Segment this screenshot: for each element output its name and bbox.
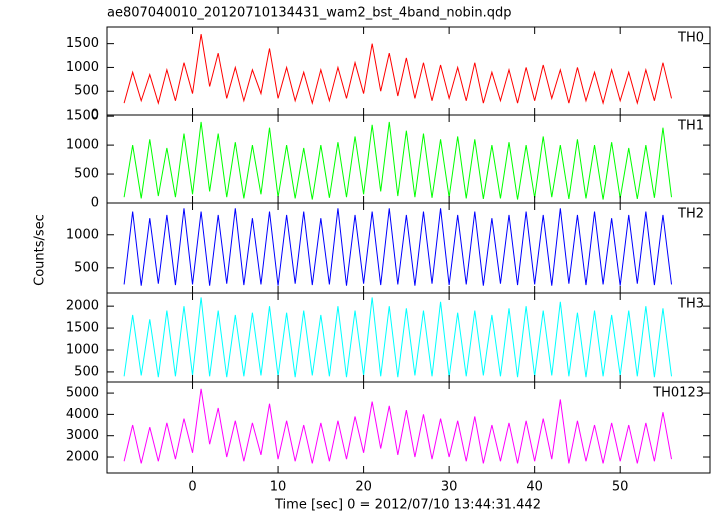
y-tick-label: 0 xyxy=(91,108,99,123)
data-line xyxy=(123,34,672,106)
y-tick-label: 500 xyxy=(74,167,99,182)
y-tick-label: 1000 xyxy=(66,138,99,153)
y-tick-label: 1500 xyxy=(66,36,99,51)
panel-label: TH0123 xyxy=(652,386,704,401)
y-tick-label: 5000 xyxy=(66,386,99,401)
panel-frame xyxy=(106,381,711,474)
y-tick-label: 0 xyxy=(91,196,99,211)
x-tick-label: 30 xyxy=(441,480,458,495)
y-axis-label: Counts/sec xyxy=(33,214,48,286)
data-line xyxy=(123,208,673,286)
y-tick-label: 500 xyxy=(74,364,99,379)
panel-label: TH0 xyxy=(677,31,704,46)
data-line xyxy=(123,388,673,464)
data-line xyxy=(123,121,673,200)
y-tick-label: 1500 xyxy=(66,321,99,336)
y-tick-label: 4000 xyxy=(66,407,99,422)
panel-label: TH3 xyxy=(677,297,704,312)
x-tick-label: 0 xyxy=(188,480,196,495)
panel-label: TH2 xyxy=(677,207,704,222)
x-axis-label: Time [sec] 0 = 2012/07/10 13:44:31.442 xyxy=(274,498,541,513)
y-tick-label: 2000 xyxy=(66,299,99,314)
panel-frame xyxy=(106,26,711,116)
data-line xyxy=(123,297,673,378)
y-tick-label: 1500 xyxy=(66,109,99,124)
y-tick-label: 1000 xyxy=(66,342,99,357)
x-tick-label: 50 xyxy=(612,480,629,495)
panel-label: TH1 xyxy=(677,119,704,134)
panel-frame xyxy=(106,114,711,204)
x-tick-label: 10 xyxy=(270,480,287,495)
y-tick-label: 1000 xyxy=(66,227,99,242)
y-tick-label: 500 xyxy=(74,260,99,275)
y-tick-label: 1000 xyxy=(66,60,99,75)
y-tick-label: 2000 xyxy=(66,450,99,465)
y-tick-label: 3000 xyxy=(66,428,99,443)
x-tick-label: 20 xyxy=(355,480,372,495)
y-tick-label: 500 xyxy=(74,84,99,99)
chart-title: ae807040010_20120710134431_wam2_bst_4ban… xyxy=(107,6,512,21)
x-tick-label: 40 xyxy=(526,480,543,495)
